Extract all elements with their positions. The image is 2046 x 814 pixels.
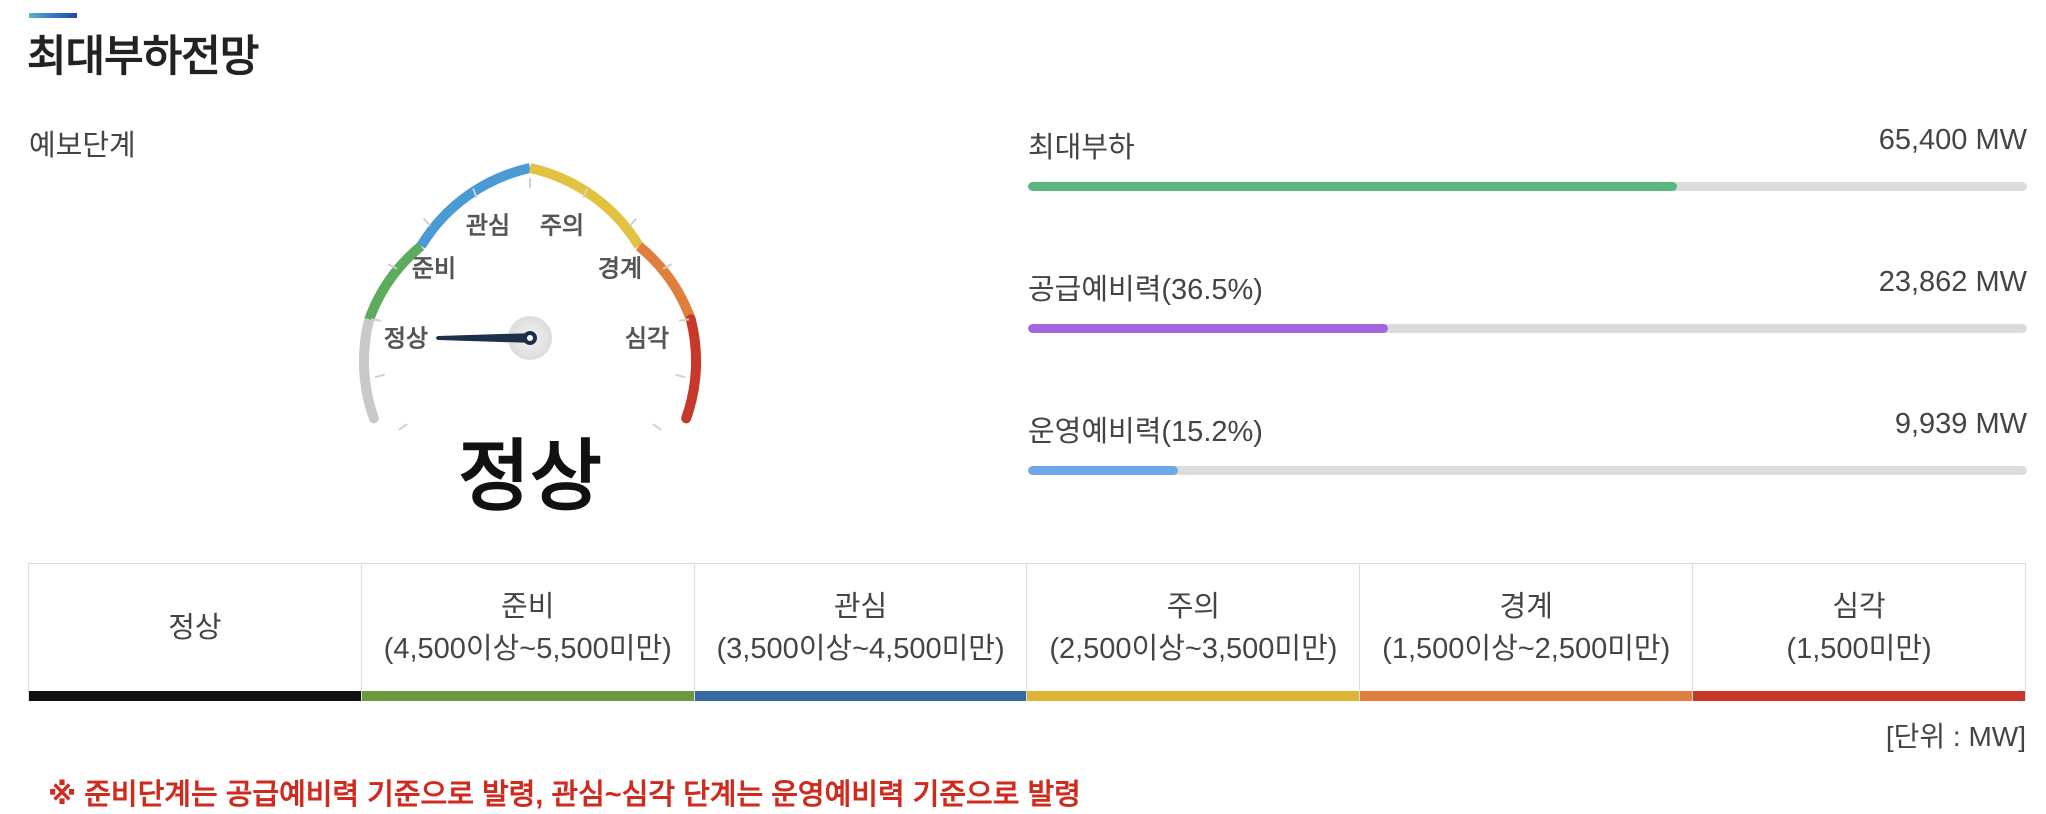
stage-range: (1,500미만) bbox=[1786, 632, 1932, 665]
title-accent-bar bbox=[29, 13, 77, 18]
page-title: 최대부하전망 bbox=[27, 33, 259, 81]
stage-range: (2,500이상~3,500미만) bbox=[1049, 632, 1338, 665]
metric-progress-fill bbox=[1028, 466, 1178, 475]
metric-progress-fill bbox=[1028, 182, 1678, 191]
metric-progress-track bbox=[1028, 324, 2027, 333]
stage-color-bar bbox=[1693, 691, 2025, 701]
stage-cell-serious: 심각 (1,500미만) bbox=[1693, 564, 2026, 701]
gauge-label-caution: 주의 bbox=[539, 212, 585, 240]
gauge-tick bbox=[398, 423, 408, 431]
stage-cell-caution: 주의 (2,500이상~3,500미만) bbox=[1027, 564, 1361, 701]
gauge-segment-normal bbox=[358, 314, 379, 424]
stage-range: (3,500이상~4,500미만) bbox=[716, 632, 1005, 665]
gauge-segment-serious bbox=[681, 314, 702, 424]
gauge-tick bbox=[422, 217, 432, 227]
metric-value: 23,862 MW bbox=[1878, 266, 2027, 298]
metric-value: 9,939 MW bbox=[1894, 408, 2027, 440]
gauge-tick bbox=[370, 318, 382, 322]
gauge-tick bbox=[628, 217, 638, 227]
gauge-segment-attention bbox=[416, 163, 532, 249]
forecast-stage-label: 예보단계 bbox=[29, 130, 136, 162]
notice-text: ※ 준비단계는 공급예비력 기준으로 발령, 관심~심각 단계는 운영예비력 기… bbox=[48, 779, 1081, 811]
metric-label: 운영예비력(15.2%) bbox=[1028, 416, 1263, 448]
gauge-needle bbox=[436, 316, 552, 360]
stage-name: 준비 bbox=[501, 590, 555, 623]
gauge-tick bbox=[374, 373, 385, 379]
stage-cell-ready: 준비 (4,500이상~5,500미만) bbox=[361, 564, 695, 701]
gauge-tick bbox=[387, 263, 398, 270]
gauge-tick bbox=[652, 423, 662, 431]
stage-color-bar bbox=[694, 691, 1027, 701]
gauge-tick bbox=[678, 318, 690, 322]
metric-progress-fill bbox=[1028, 324, 1388, 333]
stage-cell-attention: 관심 (3,500이상~4,500미만) bbox=[694, 564, 1028, 701]
gauge-label-attention: 관심 bbox=[465, 212, 511, 240]
stage-cell-normal: 정상 bbox=[29, 564, 362, 701]
gauge-label-ready: 준비 bbox=[411, 255, 457, 283]
gauge-segment-alert bbox=[635, 242, 696, 322]
gauge-segment-caution bbox=[528, 163, 644, 249]
gauge-segment-ready bbox=[364, 242, 425, 322]
unit-label: [단위 : MW] bbox=[1885, 721, 2026, 752]
stage-range: (4,500이상~5,500미만) bbox=[383, 632, 672, 665]
stage-name: 주의 bbox=[1166, 590, 1221, 623]
stage-name: 심각 bbox=[1832, 590, 1886, 623]
gauge-tick bbox=[472, 188, 478, 199]
metric-label: 공급예비력(36.5%) bbox=[1028, 274, 1263, 306]
gauge-tick bbox=[582, 188, 588, 199]
stage-color-bar bbox=[1360, 691, 1693, 701]
stage-name: 정상 bbox=[168, 611, 222, 644]
gauge-label-normal: 정상 bbox=[383, 325, 429, 353]
stage-color-bar bbox=[361, 691, 694, 701]
gauge-label-alert: 경계 bbox=[597, 255, 643, 283]
gauge-dial bbox=[358, 163, 702, 431]
gauge-tick bbox=[675, 373, 686, 379]
forecast-gauge: 정상 준비 관심 주의 경계 심각 bbox=[330, 140, 730, 450]
stage-range: (1,500이상~2,500미만) bbox=[1382, 632, 1671, 665]
stage-name: 경계 bbox=[1499, 590, 1553, 623]
current-status-text: 정상 bbox=[458, 432, 602, 520]
metric-progress-track bbox=[1028, 466, 2027, 475]
stage-color-bar bbox=[29, 691, 361, 701]
stage-color-bar bbox=[1027, 691, 1360, 701]
metric-value: 65,400 MW bbox=[1878, 124, 2027, 156]
gauge-label-serious: 심각 bbox=[624, 325, 670, 353]
metric-progress-track bbox=[1028, 182, 2027, 191]
stage-name: 관심 bbox=[833, 590, 888, 623]
stage-legend-table: 정상 준비 (4,500이상~5,500미만) 관심 (3,500이상~4,50… bbox=[28, 563, 2026, 701]
metric-label: 최대부하 bbox=[1028, 132, 1135, 164]
stage-cell-alert: 경계 (1,500이상~2,500미만) bbox=[1360, 564, 1694, 701]
gauge-tick bbox=[662, 263, 673, 270]
